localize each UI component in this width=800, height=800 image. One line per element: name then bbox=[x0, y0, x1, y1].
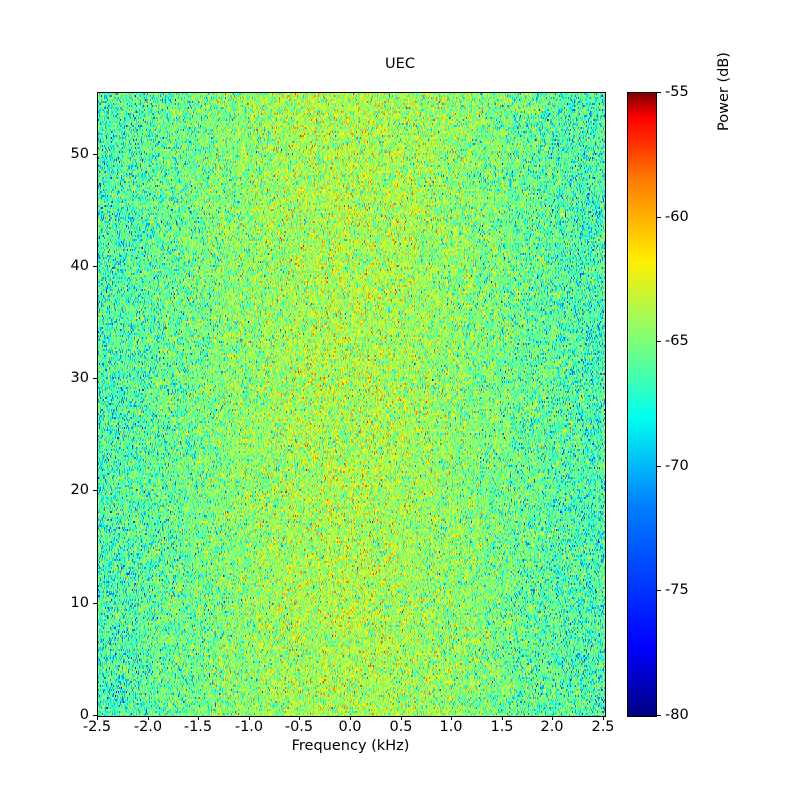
y-tick-label: 50 bbox=[70, 146, 89, 162]
colorbar-tick-mark bbox=[657, 217, 661, 218]
colorbar-tick-label: -65 bbox=[665, 333, 689, 349]
x-tick-label: -2.0 bbox=[133, 719, 163, 735]
x-tick-mark bbox=[350, 716, 351, 720]
y-tick-mark bbox=[93, 266, 97, 267]
x-tick-label: 1.0 bbox=[439, 719, 463, 735]
x-tick-mark bbox=[299, 716, 300, 720]
colorbar-tick-label: -80 bbox=[665, 707, 689, 723]
colorbar-tick-mark bbox=[657, 92, 661, 93]
power-colorbar bbox=[627, 92, 657, 717]
y-tick-label: 10 bbox=[70, 595, 89, 611]
y-tick-label: 40 bbox=[70, 258, 89, 274]
colorbar-tick-label: -60 bbox=[665, 209, 689, 225]
colorbar-tick-label: -75 bbox=[665, 582, 689, 598]
x-tick-mark bbox=[552, 716, 553, 720]
y-tick-mark bbox=[93, 154, 97, 155]
x-tick-mark bbox=[401, 716, 402, 720]
spectrogram-image bbox=[98, 93, 605, 716]
colorbar-label: Power (dB) bbox=[716, 52, 732, 131]
x-tick-mark bbox=[249, 716, 250, 720]
x-tick-label: -1.5 bbox=[183, 719, 213, 735]
colorbar-tick-label: -70 bbox=[665, 458, 689, 474]
colorbar-tick-mark bbox=[657, 715, 661, 716]
colorbar-tick-label: -55 bbox=[665, 84, 689, 100]
y-tick-label: 30 bbox=[70, 370, 89, 386]
y-tick-label: 20 bbox=[70, 482, 89, 498]
x-tick-mark bbox=[451, 716, 452, 720]
y-tick-mark bbox=[93, 378, 97, 379]
x-tick-label: -2.5 bbox=[82, 719, 112, 735]
x-tick-mark bbox=[198, 716, 199, 720]
x-tick-mark bbox=[148, 716, 149, 720]
x-tick-mark bbox=[97, 716, 98, 720]
colorbar-tick-mark bbox=[657, 341, 661, 342]
x-tick-label: 1.5 bbox=[490, 719, 514, 735]
x-tick-mark bbox=[603, 716, 604, 720]
x-tick-label: -1.0 bbox=[234, 719, 264, 735]
x-tick-label: 2.5 bbox=[591, 719, 615, 735]
title-line-station: UEC bbox=[385, 56, 415, 72]
x-axis-label: Frequency (kHz) bbox=[291, 738, 410, 754]
y-tick-mark bbox=[93, 715, 97, 716]
y-tick-mark bbox=[93, 490, 97, 491]
colorbar-tick-mark bbox=[657, 590, 661, 591]
x-tick-mark bbox=[502, 716, 503, 720]
x-tick-label: 0.0 bbox=[338, 719, 362, 735]
y-tick-mark bbox=[93, 603, 97, 604]
colorbar-tick-mark bbox=[657, 466, 661, 467]
x-tick-label: -0.5 bbox=[284, 719, 314, 735]
y-tick-label: 0 bbox=[79, 707, 89, 723]
x-tick-label: 0.5 bbox=[389, 719, 413, 735]
spectrogram-axes bbox=[97, 92, 606, 717]
x-tick-label: 2.0 bbox=[540, 719, 564, 735]
